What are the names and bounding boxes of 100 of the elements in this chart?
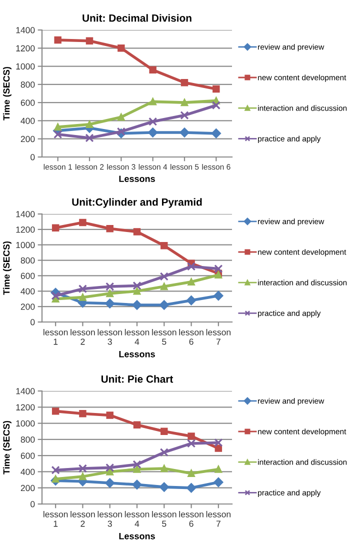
point	[180, 98, 188, 106]
point	[133, 466, 141, 473]
y-tick-label: 400	[20, 288, 35, 294]
point	[52, 224, 60, 232]
x-tick-label: lesson 2	[70, 328, 95, 345]
y-tick-label: 400	[20, 468, 35, 475]
y-tick-label: 600	[20, 100, 35, 106]
point	[214, 291, 224, 301]
point	[188, 432, 195, 440]
y-tick-label: 1000	[16, 420, 35, 427]
point	[106, 463, 114, 472]
x-axis-title: Lessons	[119, 176, 155, 182]
y-tick-label: 1200	[16, 404, 35, 410]
y-tick-label: 1200	[16, 45, 35, 52]
point	[214, 477, 224, 487]
y-tick-label: 1400	[16, 211, 35, 218]
point	[79, 472, 86, 480]
point	[160, 448, 168, 457]
y-tick-label: 1000	[16, 63, 35, 70]
point	[160, 272, 168, 281]
x-tick-label: lesson 5	[152, 510, 176, 527]
x-tick-label: lesson 1	[44, 510, 68, 527]
point	[86, 37, 94, 44]
y-axis-title: Time (SECS)	[3, 66, 12, 120]
y-tick-label: 800	[20, 257, 35, 264]
point	[214, 444, 222, 452]
point	[214, 438, 223, 447]
point	[180, 128, 190, 138]
point	[132, 281, 142, 290]
point	[148, 117, 158, 126]
point	[132, 300, 142, 310]
x-tick-label: lesson 7	[206, 510, 231, 527]
point	[159, 482, 169, 492]
point	[133, 288, 141, 295]
point	[78, 284, 88, 294]
point	[186, 439, 196, 448]
point	[160, 464, 168, 472]
point	[106, 225, 114, 232]
point	[79, 294, 86, 301]
point	[186, 296, 196, 306]
point	[214, 264, 223, 274]
point	[105, 478, 115, 488]
point	[118, 113, 125, 121]
y-axis-title: Time (SECS)	[3, 420, 12, 474]
point	[160, 428, 168, 435]
chart-title: Unit: Pie Chart	[101, 375, 174, 383]
x-tick-label: lesson 5	[152, 328, 176, 345]
point	[212, 85, 220, 93]
y-tick-label: 0	[30, 501, 35, 508]
point	[180, 79, 188, 86]
point	[149, 98, 156, 106]
point	[133, 228, 141, 236]
x-tick-label: lesson 6	[179, 328, 204, 345]
point	[180, 110, 189, 120]
point	[105, 298, 115, 308]
y-tick-label: 1400	[16, 388, 35, 394]
point	[106, 412, 114, 419]
point	[52, 408, 60, 415]
y-tick-label: 600	[20, 272, 35, 279]
point	[159, 300, 169, 310]
point	[188, 470, 195, 477]
point	[212, 100, 220, 110]
point	[133, 421, 141, 429]
y-tick-label: 200	[20, 484, 35, 492]
point	[148, 128, 158, 138]
point	[86, 120, 94, 128]
y-tick-label: 1200	[16, 226, 35, 233]
point	[160, 282, 168, 290]
point	[51, 291, 60, 300]
chart-title: Unit:Cylinder and Pyramid	[72, 198, 202, 208]
point	[78, 464, 88, 473]
y-tick-label: 1000	[16, 242, 35, 248]
point	[132, 480, 142, 490]
x-tick-label: lesson 4	[124, 328, 150, 345]
y-axis-title: Time (SECS)	[3, 241, 12, 295]
y-tick-label: 600	[20, 452, 35, 459]
y-tick-label: 200	[20, 304, 35, 310]
x-tick-label: lesson 3	[98, 328, 122, 345]
point	[106, 468, 114, 476]
point	[79, 410, 86, 418]
x-tick-label: lesson 3	[98, 510, 122, 527]
point	[188, 278, 195, 286]
x-axis-title: Lessons	[119, 351, 155, 358]
x-tick-label: lesson 4	[124, 510, 150, 527]
point	[106, 282, 114, 291]
x-tick-label: lesson 6	[179, 510, 204, 527]
y-tick-label: 400	[20, 118, 35, 124]
y-tick-label: 800	[20, 436, 35, 443]
point	[54, 123, 62, 131]
y-tick-label: 0	[30, 319, 35, 326]
y-tick-label: 0	[30, 154, 35, 160]
x-tick-label: lesson 2	[70, 510, 95, 527]
point	[160, 242, 168, 250]
point	[106, 290, 114, 298]
x-axis-title: Lessons	[119, 533, 155, 540]
point	[211, 128, 221, 138]
point	[52, 475, 60, 483]
point	[54, 36, 62, 44]
point	[54, 130, 62, 139]
y-tick-label: 800	[20, 81, 35, 88]
